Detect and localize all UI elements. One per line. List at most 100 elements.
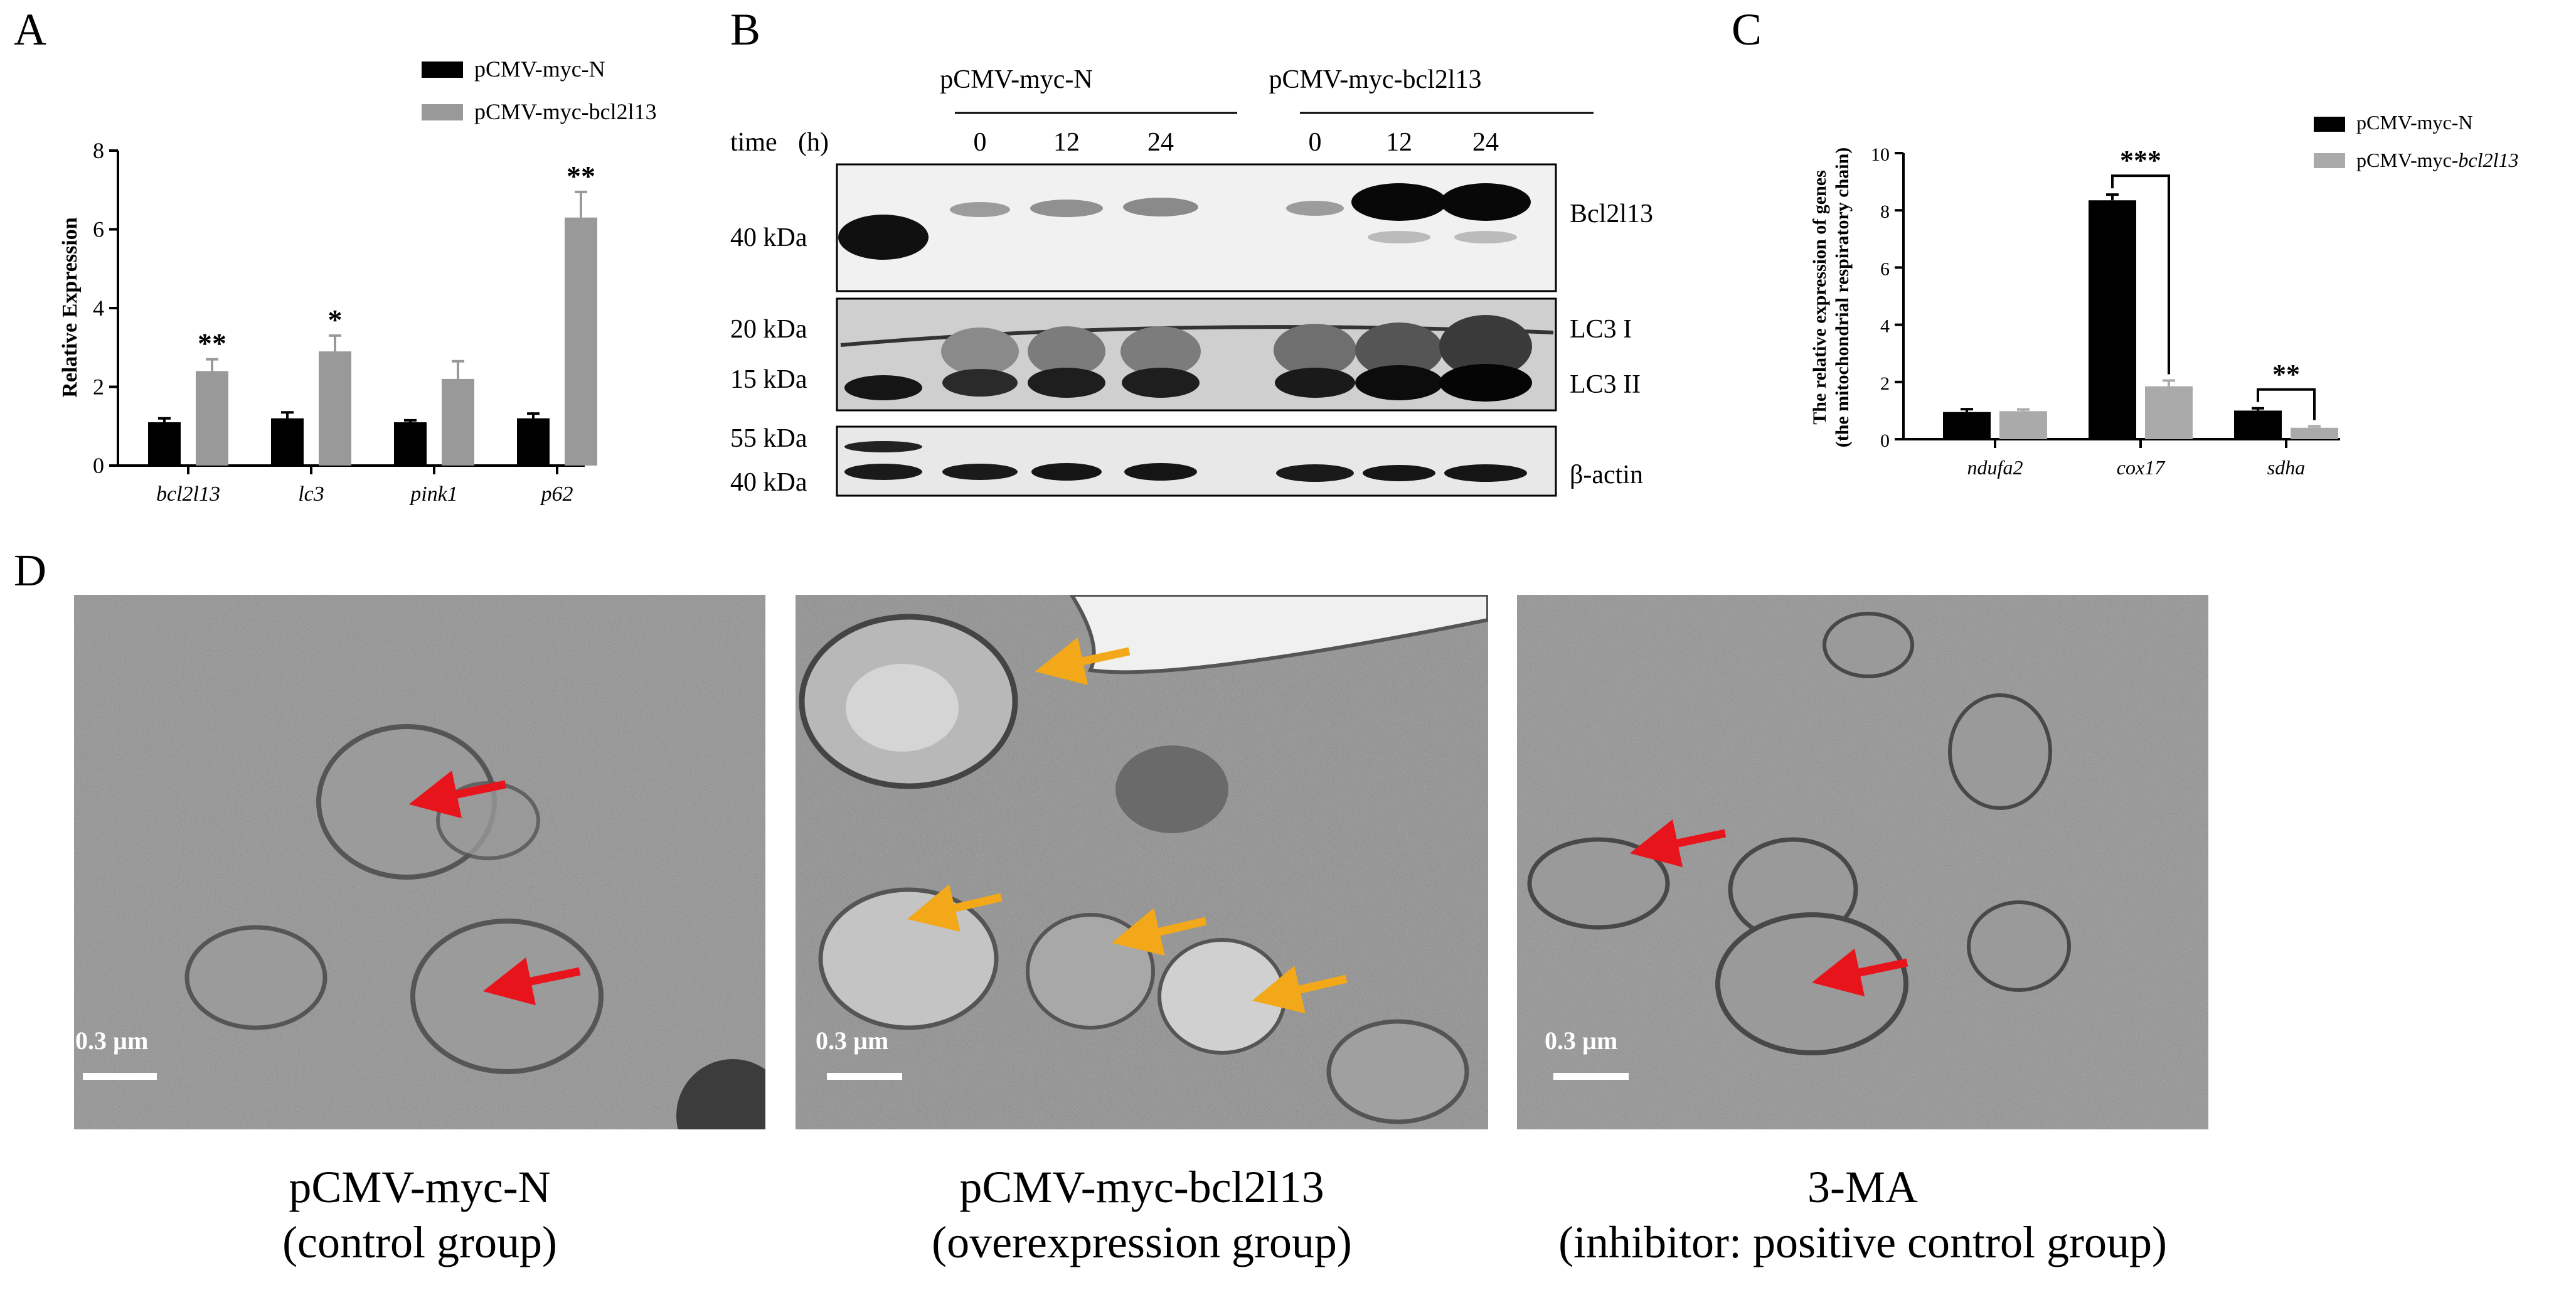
caption-control-line1: pCMV-myc-N [289, 1162, 551, 1212]
bar-a-lc3-s2 [319, 351, 351, 466]
arrow-orange-1 [1035, 637, 1131, 685]
bar-a-lc3-s1 [271, 418, 304, 466]
caption-inhibitor-line1: 3-MA [1807, 1162, 1918, 1212]
bar-c-cox17-s1 [2089, 200, 2136, 439]
marker-20kda: 20 kDa [730, 315, 807, 344]
time-label: time [730, 128, 777, 157]
chart-a: pCMV-myc-N pCMV-myc-bcl2l13 0 2 4 6 8 bcl2l1… [58, 56, 657, 506]
marker-15kda: 15 kDa [730, 365, 807, 394]
blot-label-lc3-2: LC3 II [1570, 370, 1641, 399]
scale-bar-2 [827, 1073, 902, 1080]
timepoint-3: 24 [1147, 128, 1174, 157]
y-axis-label-a: Relative Expression [58, 217, 82, 398]
y-tick-label-c-0: 0 [1880, 430, 1890, 451]
sig-label-c-sdha: ** [2272, 359, 2300, 390]
bar-c-sdha-s1 [2234, 410, 2282, 439]
bar-a-p62-s2 [565, 217, 597, 466]
arrow-orange-4 [1252, 966, 1348, 1014]
caption-inhibitor: 3-MA (inhibitor: positive control group) [1517, 1159, 2208, 1270]
arrow-red-1 [408, 770, 507, 819]
y-tick-label-c-5: 10 [1871, 144, 1890, 165]
time-unit: (h) [798, 128, 829, 157]
scale-bar-3 [1553, 1073, 1629, 1080]
x-tick-label-c-ndufa2: ndufa2 [1967, 456, 2023, 479]
panel-letter-b: B [730, 4, 761, 55]
timepoint-1: 0 [974, 128, 987, 157]
caption-overexpression-line1: pCMV-myc-bcl2l13 [959, 1162, 1324, 1212]
bar-c-ndufa2-s1 [1943, 412, 1991, 439]
bar-c-cox17-s2 [2145, 386, 2193, 439]
arrow-red-2 [482, 957, 581, 1006]
legend-swatch-c-1 [2314, 117, 2345, 132]
chart-c: pCMV-myc-N pCMV-myc-bcl2l13 0 2 4 6 8 10 nduf… [1809, 111, 2518, 479]
timepoint-6: 24 [1472, 128, 1499, 157]
scale-label-2: 0.3 µm [816, 1026, 888, 1055]
legend-swatch-a-1 [422, 61, 463, 78]
legend-label-a-2: pCMV-myc-bcl2l13 [474, 99, 657, 124]
blot-label-bcl2l13: Bcl2l13 [1570, 200, 1653, 228]
arrow-orange-2 [907, 884, 1003, 932]
sig-label-a-bcl2l13: ** [198, 328, 226, 360]
x-tick-label-a-p62: p62 [540, 482, 573, 506]
scale-label-3: 0.3 µm [1545, 1026, 1617, 1055]
y-tick-label-a-4: 8 [93, 138, 104, 163]
y-tick-label-a-1: 2 [93, 375, 104, 400]
caption-inhibitor-line2: (inhibitor: positive control group) [1558, 1217, 2167, 1267]
blot-beta-actin [836, 425, 1557, 497]
legend-label-c-2: pCMV-myc-bcl2l13 [2356, 149, 2518, 171]
bar-a-p62-s1 [517, 418, 550, 466]
scale-bar-1 [83, 1073, 157, 1080]
legend-label-c-1: pCMV-myc-N [2356, 111, 2472, 134]
y-tick-label-a-0: 0 [93, 453, 104, 478]
marker-40kda-1: 40 kDa [730, 223, 807, 252]
arrow-orange-3 [1112, 908, 1207, 956]
bar-c-sdha-s2 [2291, 427, 2338, 439]
y-tick-label-a-2: 4 [93, 296, 104, 321]
arrow-red-3 [1629, 819, 1727, 868]
bar-a-bcl2l13-s1 [148, 422, 181, 466]
sig-label-a-p62: ** [567, 160, 595, 192]
x-tick-label-c-sdha: sdha [2267, 456, 2305, 479]
y-tick-label-c-3: 6 [1880, 259, 1890, 279]
blot-label-beta-actin: β-actin [1570, 461, 1643, 489]
bar-a-pink1-s1 [394, 422, 427, 466]
x-tick-label-a-bcl2l13: bcl2l13 [156, 482, 220, 506]
legend-swatch-a-2 [422, 104, 463, 120]
scale-label-1: 0.3 µm [75, 1026, 148, 1055]
legend-label-a-1: pCMV-myc-N [474, 56, 605, 82]
y-axis-label-c-1: The relative expression of genes [1809, 170, 1830, 425]
marker-40kda-2: 40 kDa [730, 468, 807, 497]
group-label-overexpression: pCMV-myc-bcl2l13 [1269, 65, 1481, 94]
sig-label-c-cox17: *** [2120, 145, 2161, 176]
caption-control: pCMV-myc-N (control group) [74, 1159, 765, 1270]
sig-bracket-c-sdha [2257, 388, 2316, 420]
western-blot-b: pCMV-myc-N pCMV-myc-bcl2l13 time (h) 0 1… [730, 65, 1653, 497]
bar-c-ndufa2-s2 [1999, 411, 2047, 439]
timepoint-4: 0 [1309, 128, 1322, 157]
panel-letter-d: D [14, 545, 46, 595]
x-tick-label-a-lc3: lc3 [298, 482, 324, 506]
arrow-red-4 [1811, 948, 1908, 997]
x-tick-label-a-pink1: pink1 [409, 482, 458, 506]
sig-label-a-lc3: * [328, 304, 343, 336]
group-label-control: pCMV-myc-N [940, 65, 1092, 94]
caption-overexpression-line2: (overexpression group) [932, 1217, 1352, 1267]
sig-bracket-c-cox17 [2111, 174, 2170, 375]
micrograph-overexpression [796, 595, 1488, 1129]
y-axis-label-c-2: (the mitochondrial respiratory chain) [1832, 147, 1853, 448]
y-tick-label-a-3: 6 [93, 217, 104, 242]
timepoint-5: 12 [1386, 128, 1412, 157]
marker-55kda: 55 kDa [730, 424, 807, 453]
timepoint-2: 12 [1053, 128, 1080, 157]
panel-letter-a: A [14, 4, 46, 55]
blot-label-lc3-1: LC3 I [1570, 315, 1632, 344]
bar-a-pink1-s2 [442, 378, 474, 466]
y-tick-label-c-4: 8 [1880, 201, 1890, 222]
caption-control-line2: (control group) [282, 1217, 557, 1267]
caption-overexpression: pCMV-myc-bcl2l13 (overexpression group) [796, 1159, 1488, 1270]
y-tick-label-c-2: 4 [1880, 316, 1890, 337]
panel-letter-c: C [1732, 4, 1762, 55]
y-tick-label-c-1: 2 [1880, 373, 1890, 394]
x-tick-label-c-cox17: cox17 [2117, 456, 2166, 479]
